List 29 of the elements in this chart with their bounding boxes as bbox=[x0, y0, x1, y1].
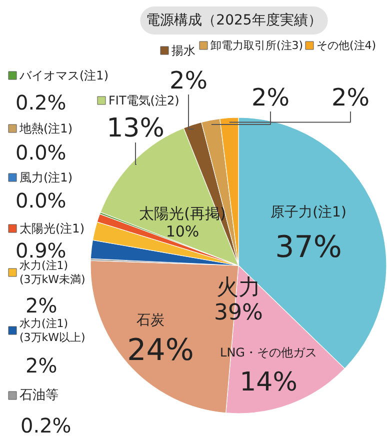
data-label: 0.2% bbox=[16, 90, 66, 114]
legend-label: バイオマス(注1) bbox=[18, 68, 108, 82]
data-label: 0.2% bbox=[20, 414, 72, 438]
data-label: 24% bbox=[127, 333, 194, 368]
text: 0.0% bbox=[16, 140, 66, 164]
text: 0.0% bbox=[16, 188, 66, 212]
data-label: 2% bbox=[26, 354, 58, 378]
legend-label: 地熱(注1) bbox=[18, 122, 72, 136]
legend-label: FIT電気(注2) bbox=[108, 94, 180, 108]
legend-label: 石油等 bbox=[20, 388, 58, 403]
slice-label: LNG・その他ガス bbox=[220, 346, 317, 360]
data-label: 37% bbox=[275, 230, 342, 265]
data-label: 2% bbox=[251, 84, 290, 112]
legend-label: 水力(注1) (3万kW未満) bbox=[20, 258, 86, 286]
data-label: 13% bbox=[106, 114, 164, 144]
chart-title: 電源構成（2025年度実績） bbox=[146, 12, 322, 28]
text: 太陽光(再掲) 10% bbox=[139, 204, 226, 240]
slice-label: 石炭 bbox=[136, 312, 164, 328]
data-label: 2% bbox=[169, 66, 208, 94]
legend-label: その他(注4) bbox=[316, 39, 376, 52]
legend-label: 揚水 bbox=[172, 44, 196, 58]
data-label: 14% bbox=[240, 368, 298, 398]
slice-label: 原子力(注1) bbox=[270, 204, 346, 220]
data-label: 2% bbox=[331, 84, 370, 112]
legend-label: 太陽光(注1) bbox=[20, 222, 84, 236]
legend-label: 水力(注1) (3万kW以上) bbox=[20, 316, 86, 344]
legend-label: 卸電力取引所(注3) bbox=[210, 39, 304, 52]
legend-label: 風力(注1) bbox=[20, 170, 72, 184]
data-label: 2% bbox=[26, 294, 58, 318]
